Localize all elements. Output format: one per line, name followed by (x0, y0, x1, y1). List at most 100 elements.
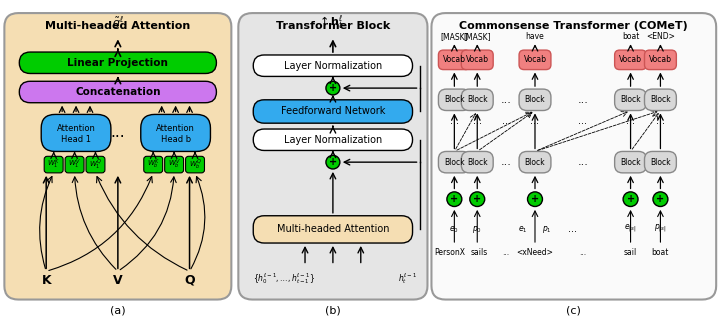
FancyBboxPatch shape (614, 151, 646, 173)
Text: (c): (c) (566, 305, 581, 315)
Circle shape (326, 81, 340, 95)
FancyBboxPatch shape (44, 156, 63, 173)
FancyBboxPatch shape (86, 156, 105, 173)
FancyBboxPatch shape (141, 114, 210, 151)
Text: $\{h_0^{\ell-1},\ldots,h_{t-1}^{\ell-1}\}$: $\{h_0^{\ell-1},\ldots,h_{t-1}^{\ell-1}\… (253, 271, 316, 286)
FancyBboxPatch shape (519, 151, 551, 173)
Text: ...: ... (578, 157, 588, 167)
Text: (a): (a) (110, 305, 126, 315)
Text: (b): (b) (325, 305, 341, 315)
FancyBboxPatch shape (614, 50, 646, 70)
Text: Layer Normalization: Layer Normalization (284, 135, 382, 145)
Text: Vocab: Vocab (523, 55, 547, 64)
Text: $p_0$: $p_0$ (472, 224, 482, 235)
Text: ...: ... (531, 116, 539, 126)
Text: +: + (329, 83, 337, 93)
FancyBboxPatch shape (165, 156, 183, 173)
FancyBboxPatch shape (645, 151, 677, 173)
Text: ...: ... (503, 248, 510, 257)
Text: <xNeed>: <xNeed> (516, 248, 554, 257)
Text: ...: ... (578, 116, 587, 126)
Text: Multi-headed Attention: Multi-headed Attention (277, 225, 389, 234)
Text: Vocab: Vocab (443, 55, 466, 64)
Circle shape (447, 192, 462, 206)
Text: Linear Projection: Linear Projection (67, 58, 168, 68)
Circle shape (528, 192, 542, 206)
Text: +: + (451, 194, 458, 204)
FancyBboxPatch shape (461, 89, 493, 111)
Text: $W_1^V$: $W_1^V$ (68, 158, 81, 171)
Text: Block: Block (525, 158, 545, 167)
Text: Layer Normalization: Layer Normalization (284, 61, 382, 71)
Text: ...: ... (500, 157, 512, 167)
Text: $h_t^{\ell-1}$: $h_t^{\ell-1}$ (399, 271, 417, 286)
Text: ...: ... (110, 125, 125, 141)
Text: +: + (329, 157, 337, 167)
Text: Q: Q (184, 273, 195, 287)
Text: $W_b^K$: $W_b^K$ (147, 158, 160, 171)
FancyBboxPatch shape (519, 50, 551, 70)
Text: $p_1$: $p_1$ (542, 224, 552, 235)
Text: K: K (41, 273, 51, 287)
FancyBboxPatch shape (438, 151, 470, 173)
FancyBboxPatch shape (238, 13, 427, 300)
Text: Feedforward Network: Feedforward Network (281, 107, 385, 116)
Text: Block: Block (444, 158, 465, 167)
Text: $e_{|s|}$: $e_{|s|}$ (625, 223, 637, 235)
FancyBboxPatch shape (461, 50, 493, 70)
Text: Attention: Attention (56, 124, 95, 133)
Text: ...: ... (656, 116, 665, 126)
Text: ...: ... (626, 116, 635, 126)
Text: Block: Block (525, 95, 545, 104)
Circle shape (326, 155, 340, 169)
FancyBboxPatch shape (645, 89, 677, 111)
FancyBboxPatch shape (19, 81, 217, 103)
FancyBboxPatch shape (432, 13, 716, 300)
Text: Block: Block (650, 95, 671, 104)
Text: Concatenation: Concatenation (75, 87, 160, 97)
Text: +: + (656, 194, 664, 204)
Text: ...: ... (578, 95, 588, 105)
Text: $W_1^Q$: $W_1^Q$ (89, 158, 102, 171)
FancyBboxPatch shape (438, 50, 470, 70)
FancyBboxPatch shape (253, 216, 412, 243)
Text: Vocab: Vocab (466, 55, 489, 64)
FancyBboxPatch shape (19, 52, 217, 73)
Text: Attention: Attention (156, 124, 195, 133)
Text: ...: ... (500, 95, 512, 105)
FancyBboxPatch shape (253, 55, 412, 76)
FancyBboxPatch shape (41, 114, 111, 151)
Text: Multi-headed Attention: Multi-headed Attention (45, 21, 191, 31)
Text: +: + (627, 194, 635, 204)
Text: boat: boat (622, 32, 639, 41)
FancyBboxPatch shape (144, 156, 162, 173)
FancyBboxPatch shape (614, 89, 646, 111)
Text: Vocab: Vocab (649, 55, 672, 64)
FancyBboxPatch shape (645, 50, 677, 70)
FancyBboxPatch shape (461, 151, 493, 173)
Text: ...: ... (450, 116, 459, 126)
Text: Block: Block (620, 158, 641, 167)
Text: Block: Block (444, 95, 465, 104)
Text: ...: ... (502, 116, 510, 126)
Text: +: + (473, 194, 482, 204)
Text: $\tilde{g}^{\ell}$: $\tilde{g}^{\ell}$ (112, 14, 124, 31)
Text: have: have (526, 32, 544, 41)
Text: $p_{|s|}$: $p_{|s|}$ (654, 223, 666, 235)
Text: $W_b^Q$: $W_b^Q$ (188, 158, 201, 171)
Text: $e_1$: $e_1$ (518, 224, 528, 235)
Text: Block: Block (650, 158, 671, 167)
Text: [MASK]: [MASK] (440, 32, 468, 41)
Text: $W_1^K$: $W_1^K$ (47, 158, 60, 171)
FancyBboxPatch shape (65, 156, 84, 173)
Text: PersonX: PersonX (434, 248, 465, 257)
Text: Head b: Head b (160, 135, 191, 144)
FancyBboxPatch shape (186, 156, 204, 173)
Text: $e_0$: $e_0$ (450, 224, 459, 235)
Text: Block: Block (620, 95, 641, 104)
Text: [MASK]: [MASK] (464, 32, 491, 41)
FancyBboxPatch shape (438, 89, 470, 111)
Text: sail: sail (624, 248, 638, 257)
Text: <END>: <END> (646, 32, 675, 41)
Text: $\uparrow \mathbf{h}_t^{\ell}$: $\uparrow \mathbf{h}_t^{\ell}$ (318, 13, 344, 31)
